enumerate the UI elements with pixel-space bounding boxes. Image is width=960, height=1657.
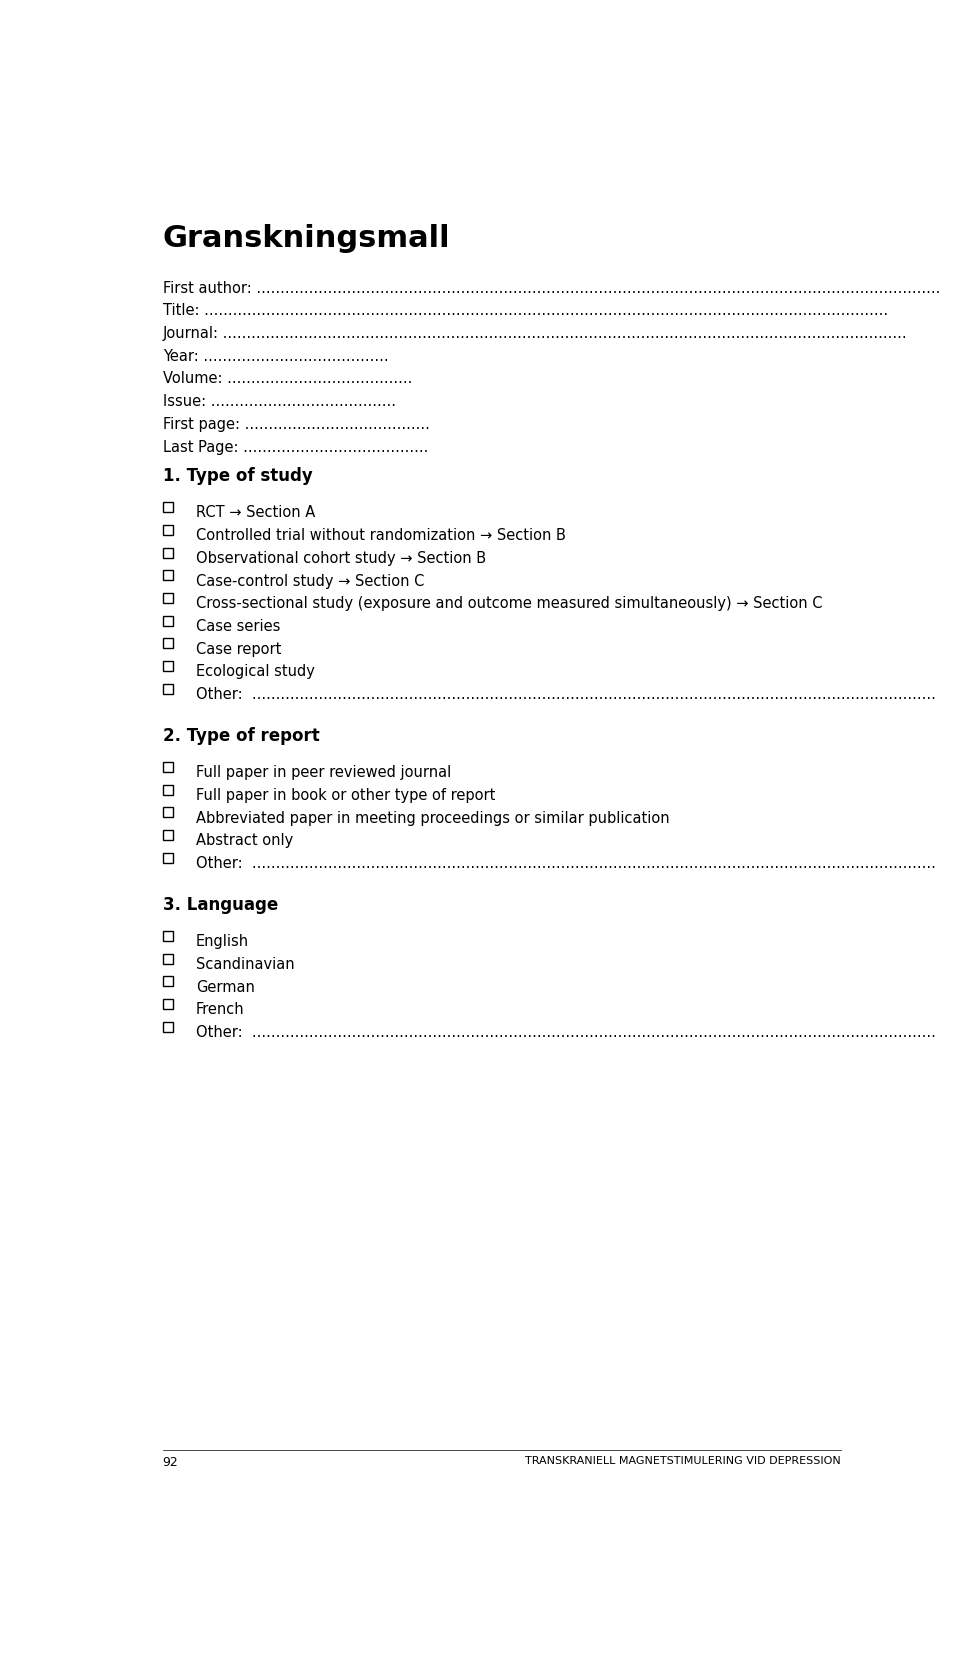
Text: 1. Type of study: 1. Type of study [162, 467, 312, 484]
Text: Case report: Case report [196, 641, 281, 656]
Text: Controlled trial without randomization → Section B: Controlled trial without randomization →… [196, 529, 565, 543]
Text: Abstract only: Abstract only [196, 833, 293, 848]
Text: Granskningsmall: Granskningsmall [162, 224, 450, 254]
Text: French: French [196, 1002, 245, 1017]
Text: Observational cohort study → Section B: Observational cohort study → Section B [196, 550, 486, 565]
Text: Last Page: .......................................: Last Page: .............................… [162, 439, 428, 454]
Text: German: German [196, 979, 254, 994]
Text: 2. Type of report: 2. Type of report [162, 726, 320, 744]
Text: English: English [196, 935, 249, 949]
Text: Other:  ........................................................................: Other: .................................… [196, 686, 936, 701]
Text: 3. Language: 3. Language [162, 895, 277, 913]
Text: Scandinavian: Scandinavian [196, 956, 295, 971]
Text: Cross-sectional study (exposure and outcome measured simultaneously) → Section C: Cross-sectional study (exposure and outc… [196, 597, 823, 611]
Text: Other:  ........................................................................: Other: .................................… [196, 1024, 936, 1039]
Text: Abbreviated paper in meeting proceedings or similar publication: Abbreviated paper in meeting proceedings… [196, 810, 669, 825]
Text: First author: ..................................................................: First author: ..........................… [162, 280, 940, 295]
Text: Full paper in book or other type of report: Full paper in book or other type of repo… [196, 787, 495, 802]
Text: Issue: .......................................: Issue: .................................… [162, 394, 396, 409]
Text: Title: .........................................................................: Title: .................................… [162, 303, 888, 318]
Text: TRANSKRANIELL MAGNETSTIMULERING VID DEPRESSION: TRANSKRANIELL MAGNETSTIMULERING VID DEPR… [525, 1455, 841, 1465]
Text: Year: .......................................: Year: ..................................… [162, 348, 388, 363]
Text: Volume: .......................................: Volume: ................................… [162, 371, 412, 386]
Text: First page: .......................................: First page: ............................… [162, 416, 429, 431]
Text: 92: 92 [162, 1455, 179, 1468]
Text: Ecological study: Ecological study [196, 664, 315, 679]
Text: Case-control study → Section C: Case-control study → Section C [196, 573, 424, 588]
Text: Full paper in peer reviewed journal: Full paper in peer reviewed journal [196, 766, 451, 780]
Text: RCT → Section A: RCT → Section A [196, 505, 315, 520]
Text: Other:  ........................................................................: Other: .................................… [196, 855, 936, 870]
Text: Case series: Case series [196, 618, 280, 633]
Text: Journal: .......................................................................: Journal: ...............................… [162, 326, 907, 341]
